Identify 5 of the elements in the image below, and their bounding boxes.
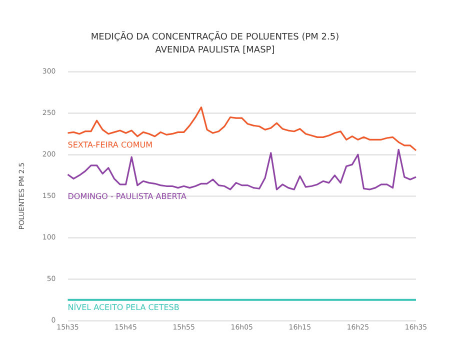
chart-title: MEDIÇÃO DA CONCENTRAÇÃO DE POLUENTES (PM 2.5) [90,30,340,43]
ref-line-label: NÍVEL ACEITO PELA CETESB [68,302,180,312]
series-label: SEXTA-FEIRA COMUM [68,140,153,150]
series-label: DOMINGO - PAULISTA ABERTA [68,192,188,201]
chart-subtitle: AVENIDA PAULISTA [MASP] [155,46,275,56]
